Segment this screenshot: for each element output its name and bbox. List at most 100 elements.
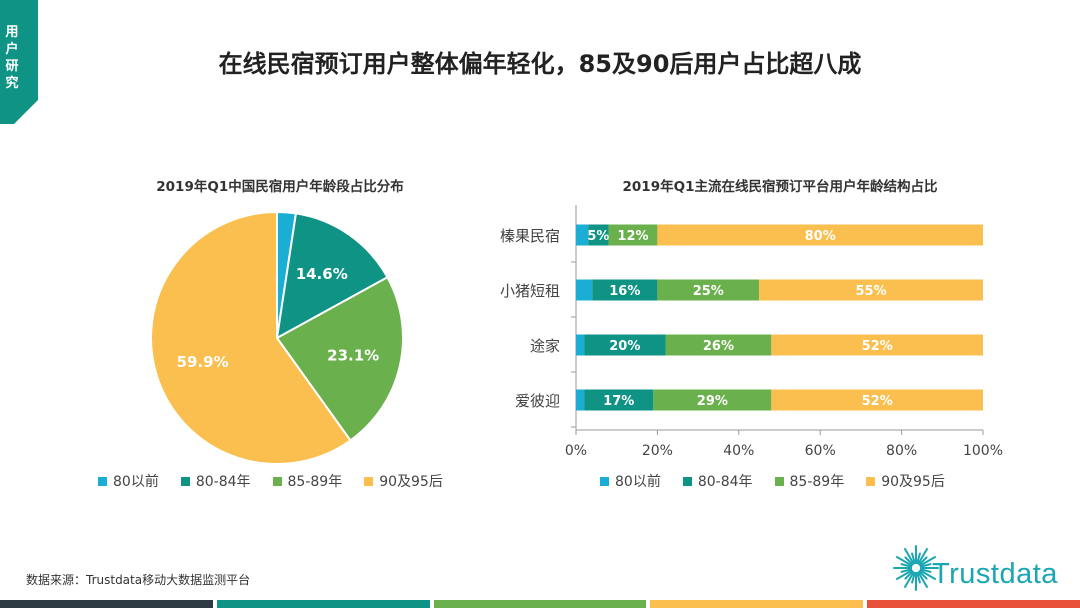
bar-segment <box>592 279 658 301</box>
x-tick-label: 80% <box>886 443 917 459</box>
bar-segment <box>584 389 654 411</box>
bar-legend: 80以前 80-84年 85-89年 90及95后 <box>600 471 967 491</box>
x-tick-label: 40% <box>723 443 754 459</box>
legend-item: 80以前 <box>600 471 661 491</box>
sunburst-ray <box>917 571 928 589</box>
sunburst-ray <box>916 571 921 584</box>
legend-item: 85-89年 <box>774 471 845 491</box>
category-label: 榛果民宿 <box>500 227 560 245</box>
pie-legend: 80以前 80-84年 85-89年 90及95后 <box>98 471 465 491</box>
sunburst-ray <box>904 570 914 580</box>
bar-segment <box>608 224 658 246</box>
bar-data-label: 17% <box>603 394 634 409</box>
bar-data-label: 12% <box>617 229 648 244</box>
bar-data-label: 55% <box>856 284 887 299</box>
bottom-bar-segment <box>433 600 647 608</box>
bar-segment <box>771 334 983 356</box>
sunburst-ray <box>919 568 932 573</box>
bar-segment <box>665 334 772 356</box>
bottom-bar-segment <box>216 600 430 608</box>
pie-slice <box>150 210 352 465</box>
legend-label: 90及95后 <box>881 474 945 490</box>
sunburst-icon <box>893 545 939 591</box>
sunburst-ray <box>919 556 937 567</box>
category-label: 爱彼迎 <box>515 392 560 410</box>
sunburst-ray <box>916 552 921 565</box>
x-tick-label: 100% <box>963 443 1003 459</box>
sunburst-ray <box>919 563 932 568</box>
legend-swatch-80-84 <box>682 476 692 486</box>
legend-item: 90及95后 <box>364 471 443 491</box>
sunburst-ray <box>917 547 928 565</box>
bar-segment <box>759 279 983 301</box>
legend-label: 80以前 <box>113 474 159 490</box>
sunburst-ray <box>895 556 913 567</box>
legend-label: 90及95后 <box>379 474 443 490</box>
legend-swatch-90-95 <box>866 476 876 486</box>
pie-slice <box>275 275 404 442</box>
legend-swatch-80-84 <box>180 476 190 486</box>
legend-label: 80以前 <box>615 474 661 490</box>
bar-segment <box>576 389 585 411</box>
sunburst-ray <box>918 556 928 566</box>
sunburst-ray <box>911 571 916 584</box>
section-tab-shape <box>0 0 38 124</box>
page-title: 在线民宿预订用户整体偏年轻化，85及90后用户占比超八成 <box>218 50 862 78</box>
bar-segment <box>576 334 585 356</box>
bar-data-label: 52% <box>862 394 893 409</box>
pie-data-label: 59.9% <box>177 353 229 371</box>
sunburst-ray <box>911 552 916 565</box>
bar-data-label: 5% <box>587 229 609 244</box>
bar-data-label: 29% <box>697 394 728 409</box>
sunburst-ray <box>904 547 915 565</box>
trustdata-logo: Trustdata <box>892 538 1072 594</box>
bar-segment <box>657 224 983 246</box>
bar-segment <box>584 334 666 356</box>
legend-item: 85-89年 <box>272 471 343 491</box>
bar-data-label: 80% <box>805 229 836 244</box>
legend-swatch-85-89 <box>774 476 784 486</box>
sunburst-ray <box>918 570 928 580</box>
x-tick-label: 0% <box>565 443 587 459</box>
legend-label: 85-89年 <box>287 474 343 490</box>
bar-segment <box>771 389 983 411</box>
bar-segment <box>653 389 772 411</box>
legend-swatch-90-95 <box>364 476 374 486</box>
sunburst-ray <box>904 556 914 566</box>
sunburst-ray <box>900 568 913 573</box>
bar-segment <box>657 279 760 301</box>
x-tick-label: 20% <box>642 443 673 459</box>
data-source-note: 数据来源：Trustdata移动大数据监测平台 <box>26 573 251 587</box>
legend-item: 80以前 <box>98 471 159 491</box>
bottom-bar-segment <box>0 600 213 608</box>
section-tab: 用户研究 <box>0 0 38 124</box>
bottom-bar-segment <box>650 600 864 608</box>
legend-swatch-85-89 <box>272 476 282 486</box>
bar-chart-title: 2019年Q1主流在线民宿预订平台用户年龄结构占比 <box>622 179 938 195</box>
pie-chart-title: 2019年Q1中国民宿用户年龄段占比分布 <box>156 179 404 195</box>
logo-text: Trustdata <box>932 558 1058 590</box>
section-tab-label: 用户研究 <box>5 25 19 91</box>
category-label: 途家 <box>530 337 560 355</box>
bar-segment <box>588 224 609 246</box>
pie-slice <box>275 212 389 340</box>
bar-data-label: 16% <box>609 284 640 299</box>
bar-data-label: 20% <box>609 339 640 354</box>
sunburst-ray <box>904 571 915 589</box>
legend-swatch-80before <box>98 476 107 486</box>
legend-label: 85-89年 <box>789 474 845 490</box>
bar-data-label: 52% <box>862 339 893 354</box>
x-tick-label: 60% <box>805 443 836 459</box>
legend-item: 80-84年 <box>180 471 251 491</box>
sunburst-ray <box>895 569 913 580</box>
bar-data-label: 26% <box>703 339 734 354</box>
bar-data-label: 25% <box>693 284 724 299</box>
legend-swatch-80before <box>600 476 609 486</box>
legend-item: 90及95后 <box>866 471 945 491</box>
legend-label: 80-84年 <box>195 474 251 490</box>
legend-label: 80-84年 <box>697 474 753 490</box>
pie-data-label: 23.1% <box>327 346 379 364</box>
legend-item: 80-84年 <box>682 471 753 491</box>
sunburst-ray <box>919 569 937 580</box>
